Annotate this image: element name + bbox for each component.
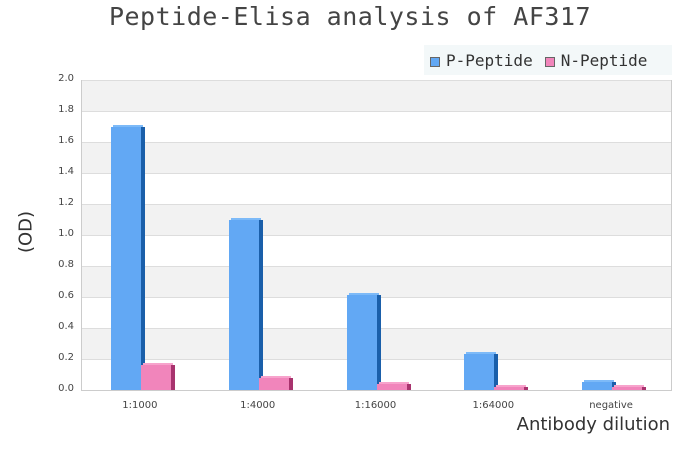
grid-line <box>82 173 671 174</box>
grid-band <box>82 142 671 173</box>
legend-label: P-Peptide <box>446 50 533 70</box>
bar-p-peptide-1:16000 <box>346 291 381 390</box>
y-tick-label: 0.8 <box>58 259 74 270</box>
grid-line <box>82 235 671 236</box>
grid-band <box>82 80 671 111</box>
legend-item-p-peptide: P-Peptide <box>430 51 533 70</box>
y-tick-label: 0.4 <box>58 321 74 332</box>
x-tick-label: 1:1000 <box>122 400 158 411</box>
bar-p-peptide-negative <box>582 378 617 390</box>
x-tick-label: 1:4000 <box>240 400 276 411</box>
bar-p-peptide-1:64000 <box>464 350 499 390</box>
grid-line <box>82 142 671 143</box>
bar-p-peptide-1:1000 <box>110 123 145 390</box>
grid-line <box>82 266 671 267</box>
x-tick-label: 1:16000 <box>354 400 397 411</box>
bar-n-peptide-negative <box>612 383 647 390</box>
bar-n-peptide-1:16000 <box>376 380 411 390</box>
legend-label: N-Peptide <box>560 50 648 70</box>
plot-area <box>81 80 672 391</box>
y-tick-label: 0.0 <box>58 383 74 394</box>
y-tick-label: 1.6 <box>58 135 74 146</box>
legend-swatch-icon <box>544 56 555 67</box>
x-axis-label: Antibody dilution <box>516 414 670 435</box>
y-tick-label: 1.2 <box>58 197 74 208</box>
bar-n-peptide-1:64000 <box>494 383 529 390</box>
x-tick-label: 1:64000 <box>472 400 515 411</box>
grid-line <box>82 80 671 81</box>
grid-line <box>82 204 671 205</box>
y-tick-label: 0.2 <box>58 352 74 363</box>
y-tick-label: 1.0 <box>58 228 74 239</box>
grid-band <box>82 266 671 297</box>
legend: P-Peptide N-Peptide <box>424 45 672 75</box>
y-tick-label: 0.6 <box>58 290 74 301</box>
bar-p-peptide-1:4000 <box>228 216 263 390</box>
bar-n-peptide-1:4000 <box>258 374 293 390</box>
x-tick-label: negative <box>589 400 633 411</box>
y-tick-label: 1.8 <box>58 104 74 115</box>
bar-n-peptide-1:1000 <box>140 361 175 390</box>
legend-item-n-peptide: N-Peptide <box>544 50 648 70</box>
legend-swatch-icon <box>430 56 440 67</box>
y-tick-label: 1.4 <box>58 166 74 177</box>
grid-line <box>82 111 671 112</box>
grid-band <box>82 204 671 235</box>
chart-title: Peptide-Elisa analysis of AF317 <box>108 2 592 31</box>
y-tick-label: 2.0 <box>58 73 74 84</box>
